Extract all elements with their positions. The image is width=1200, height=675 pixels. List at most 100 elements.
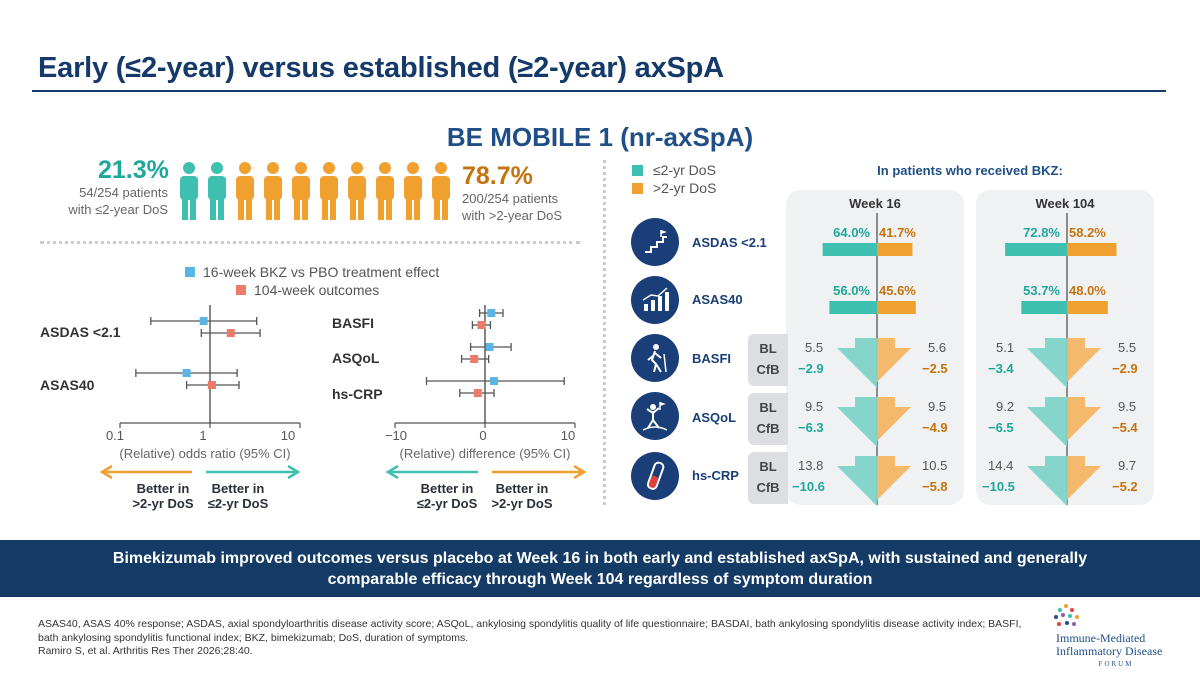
logo-line2: Inflammatory Disease	[1056, 644, 1163, 658]
w16-basfi-bl-early: 5.5	[805, 340, 824, 355]
w104-asqol-bl-est: 9.5	[1118, 399, 1137, 414]
forest-label-asdas: ASDAS <2.1	[40, 324, 121, 340]
w16-basfi-cfb-early: −2.9	[798, 361, 824, 376]
bar-established	[877, 243, 913, 256]
w104-asdas-est: 58.2%	[1069, 225, 1106, 240]
legend-week104-swatch	[236, 285, 246, 295]
logo-line3: FORUM	[1098, 660, 1134, 668]
person-torso	[180, 176, 198, 200]
logo-dot	[1054, 615, 1058, 619]
early-percent: 21.3%	[98, 156, 169, 184]
test-tube-icon	[631, 452, 679, 500]
citation: Ramiro S, et al. Arthritis Res Ther 2026…	[38, 645, 253, 657]
established-count: 200/254 patients	[462, 191, 559, 206]
abbreviations-footnote: ASAS40, ASAS 40% response; ASDAS, axial …	[38, 618, 1022, 644]
bar-early	[822, 243, 877, 256]
forest-label-asas40: ASAS40	[40, 377, 95, 393]
forest-label-basfi: BASFI	[332, 315, 374, 331]
change-arrow-early	[837, 338, 877, 388]
person-torso	[432, 176, 450, 200]
established-desc: with >2-year DoS	[462, 208, 563, 223]
forest1-arrows	[99, 464, 301, 480]
person-torso	[376, 176, 394, 200]
point-estimate	[473, 389, 482, 397]
ep-label-basfi: BASFI	[692, 351, 731, 366]
person-leg	[358, 198, 364, 220]
w104-hscrp-bl-est: 9.7	[1118, 458, 1137, 473]
logo-dot	[1061, 613, 1065, 617]
bar-early	[1005, 243, 1067, 256]
person-leg	[378, 198, 384, 220]
bar-early	[829, 301, 877, 314]
forest2-tick-2: 10	[560, 428, 576, 443]
blcfb-basfi: BL CfB	[748, 334, 788, 386]
person-leg	[274, 198, 280, 220]
w104-basfi-bl-est: 5.5	[1118, 340, 1137, 355]
logo-dot	[1058, 608, 1062, 612]
w16-asdas-early: 64.0%	[833, 225, 870, 240]
forest2-better-right: Better in >2-yr DoS	[487, 481, 557, 511]
point-estimate	[487, 309, 496, 317]
point-estimate	[207, 381, 216, 389]
person-icon	[348, 162, 366, 220]
blcfb-hscrp: BL CfB	[748, 452, 788, 504]
w16-asqol-bl-early: 9.5	[805, 399, 824, 414]
person-head	[183, 162, 195, 174]
w104-hscrp-cfb-est: −5.2	[1112, 479, 1138, 494]
test-tube-glyph	[646, 461, 665, 490]
person-icon	[208, 162, 226, 220]
legend-week104: 104-week outcomes	[236, 282, 379, 298]
person-head	[211, 162, 223, 174]
person-flag-glyph	[642, 402, 668, 431]
person-leg	[406, 198, 412, 220]
arrow-left-head	[99, 464, 113, 480]
difference-forest-plot	[394, 305, 576, 428]
conclusion-banner: Bimekizumab improved outcomes versus pla…	[0, 540, 1200, 597]
forest2-better-left-l1: Better in	[420, 481, 474, 496]
person-leg	[190, 198, 196, 220]
person-torso	[348, 176, 366, 200]
person-head	[379, 162, 391, 174]
response-rate-bars	[822, 213, 1117, 506]
cfb-label: CfB	[756, 421, 780, 436]
person-torso	[208, 176, 226, 200]
person-icon	[320, 162, 338, 220]
change-arrow-established	[877, 338, 911, 382]
odds-ratio-forest-plot	[119, 305, 301, 428]
w104-asas40-est: 48.0%	[1069, 283, 1106, 298]
person-head	[267, 162, 279, 174]
change-arrow-early	[1027, 397, 1067, 447]
trophy-stairs-icon	[631, 218, 679, 266]
point-estimate	[199, 317, 208, 325]
arrow-right-head	[573, 464, 587, 480]
forest2-tick-1: 0	[479, 428, 487, 443]
person-icon	[236, 162, 254, 220]
forest2-better-left-l2: ≤2-yr DoS	[416, 496, 478, 511]
change-arrow-early	[837, 456, 877, 506]
forum-logo-text: Immune-Mediated Inflammatory Disease FOR…	[1056, 632, 1196, 671]
person-head	[351, 162, 363, 174]
person-leg	[294, 198, 300, 220]
blcfb-asqol: BL CfB	[748, 393, 788, 445]
person-leg	[350, 198, 356, 220]
logo-dot	[1064, 604, 1068, 608]
bar-established	[1067, 301, 1108, 314]
bkz-heading: In patients who received BKZ:	[877, 163, 1063, 178]
walking-person-icon	[631, 334, 679, 382]
w16-hscrp-bl-early: 13.8	[798, 458, 824, 473]
bar-early	[1021, 301, 1067, 314]
person-leg	[414, 198, 420, 220]
w104-basfi-bl-early: 5.1	[996, 340, 1015, 355]
person-leg	[434, 198, 440, 220]
legend-week16-label: 16-week BKZ vs PBO treatment effect	[203, 264, 440, 280]
growth-chart-glyph	[642, 287, 669, 311]
logo-dot	[1057, 622, 1061, 626]
forest1-axis-title: (Relative) odds ratio (95% CI)	[119, 446, 291, 461]
forest2-arrows	[385, 464, 587, 480]
change-arrow-established	[1067, 397, 1101, 441]
ep-label-asqol: ASQoL	[692, 410, 737, 425]
person-head	[407, 162, 419, 174]
logo-dot	[1065, 621, 1069, 625]
person-icon	[432, 162, 450, 220]
w16-basfi-bl-est: 5.6	[928, 340, 947, 355]
